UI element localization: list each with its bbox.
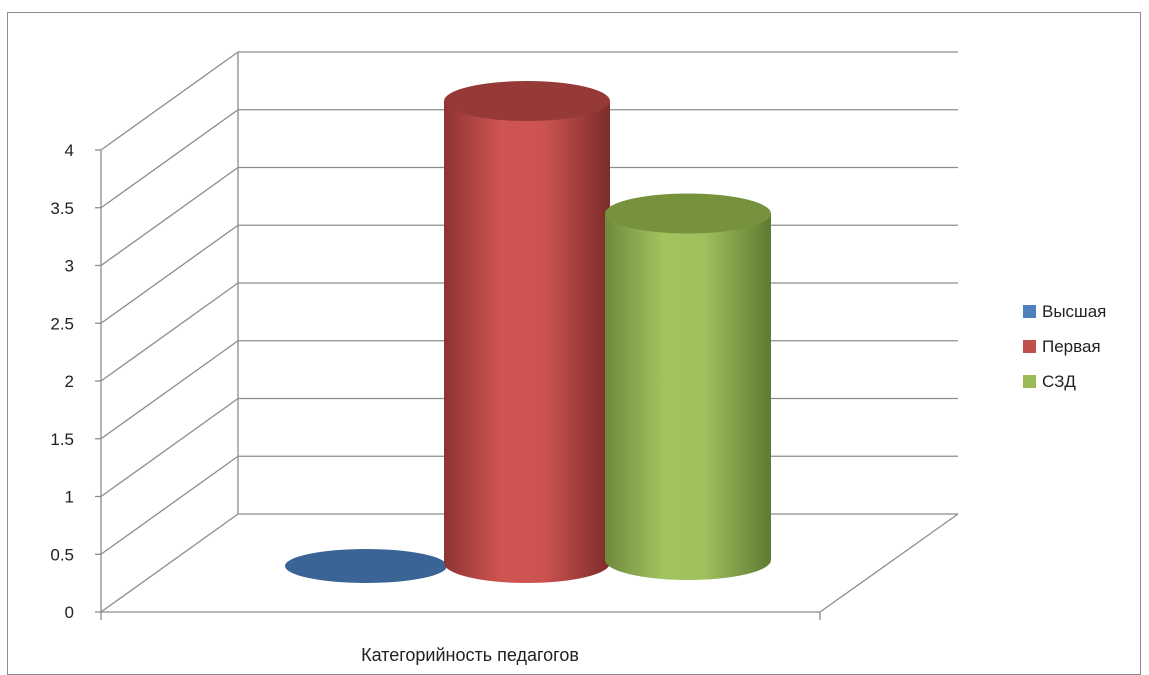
side-gridline [100,166,239,267]
bars [285,81,771,583]
bar-disc [285,549,447,583]
y-tick-label: 3 [65,257,74,276]
legend-label: СЗД [1042,371,1076,391]
y-tick-label: 1.5 [50,430,74,449]
y-tick-label: 1 [65,488,74,507]
side-gridline [100,51,239,151]
side-gridline [100,340,239,440]
y-tick-label: 2 [65,372,74,391]
side-gridline [100,282,239,382]
side-gridline [100,224,239,324]
x-axis-label: Категорийность педагогов [361,645,579,665]
bar-1 [285,549,447,583]
bar-body [605,213,771,580]
legend-label: Высшая [1042,301,1107,321]
axis-labels: 0 0.5 1 1.5 2 2.5 3 3.5 4 Категорийность педагого… [50,141,579,665]
legend-item: Высшая [1023,294,1106,329]
legend-item: СЗД [1023,364,1106,399]
legend-swatch [1023,305,1036,318]
legend: Высшая Первая СЗД [1023,294,1106,399]
bar-2 [444,81,610,583]
y-tick-label: 0.5 [50,545,74,564]
y-tick-label: 3.5 [50,199,74,218]
bar-top [444,81,610,121]
side-gridline [100,513,239,613]
bar-body [444,101,610,583]
y-tick-label: 4 [65,141,74,160]
side-gridline [100,109,239,209]
y-tick-label: 0 [65,603,74,622]
bar-3 [605,193,771,580]
legend-label: Первая [1042,336,1101,356]
y-tick-label: 2.5 [50,314,74,333]
side-gridline [100,455,239,555]
bar-top [605,193,771,234]
legend-item: Первая [1023,329,1106,364]
axes [95,149,821,620]
floor-right-edge [819,513,959,613]
legend-swatch [1023,375,1036,388]
side-gridline [100,397,239,498]
legend-swatch [1023,340,1036,353]
